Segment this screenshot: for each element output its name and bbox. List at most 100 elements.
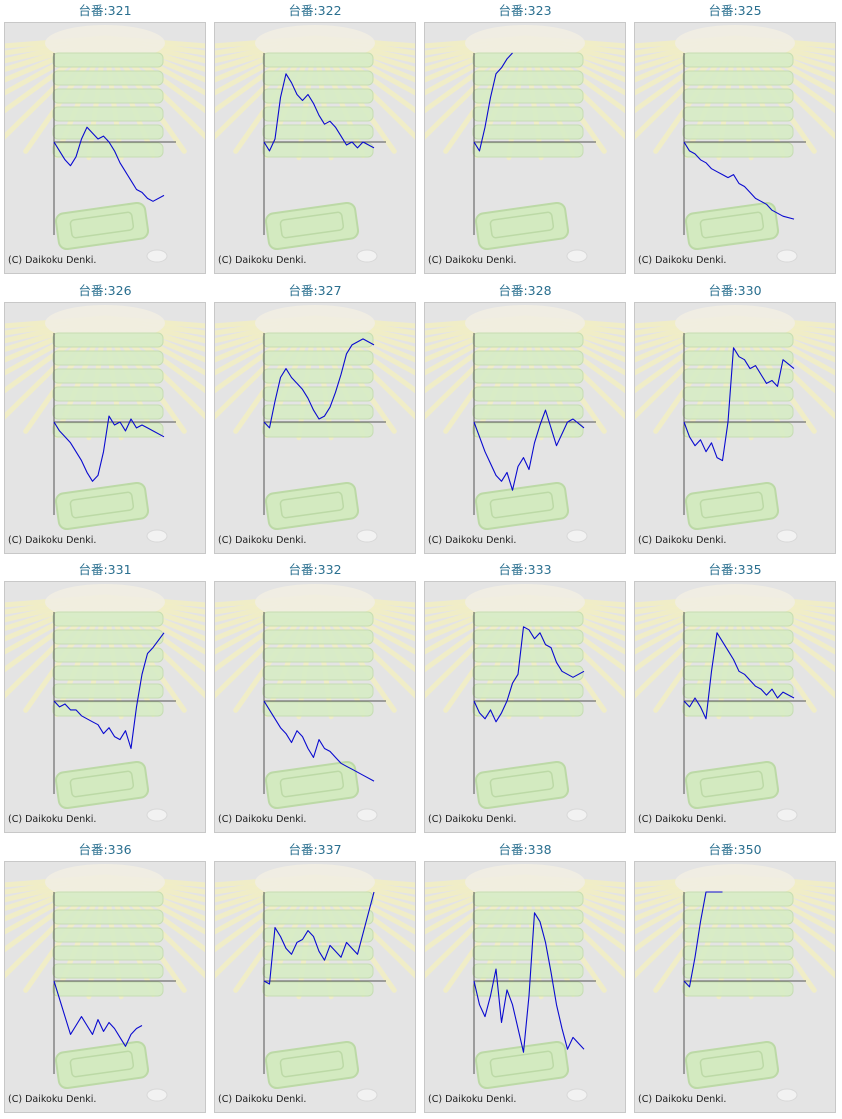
slump-graph (425, 305, 625, 543)
machine-cell: 台番:337 (C) Daikoku Denki. (210, 839, 420, 1119)
machine-cell: 台番:322 (C) Daikoku Denki. (210, 0, 420, 280)
machine-cell: 台番:323 (C) Daikoku Denki. (420, 0, 630, 280)
background-art (215, 864, 415, 1102)
payout-line (263, 73, 375, 152)
machine-cell: 台番:325 (C) Daikoku Denki. (630, 0, 840, 280)
slump-graph (5, 25, 205, 263)
payout-line (683, 347, 795, 462)
slump-graph (215, 305, 415, 543)
machine-title[interactable]: 台番:337 (288, 842, 342, 857)
background-art (635, 25, 835, 263)
machine-cell: 台番:321 (C) Daikoku Denki. (0, 0, 210, 280)
graph-panel: (C) Daikoku Denki. (634, 302, 836, 554)
payout-line (263, 338, 375, 429)
slump-graph (635, 305, 835, 543)
payout-line (683, 632, 795, 720)
background-art (425, 25, 625, 263)
machine-cell: 台番:332 (C) Daikoku Denki. (210, 559, 420, 839)
copyright-text: (C) Daikoku Denki. (638, 255, 727, 266)
background-art (425, 864, 625, 1102)
copyright-text: (C) Daikoku Denki. (428, 535, 517, 546)
graph-panel: (C) Daikoku Denki. (214, 302, 416, 554)
payout-line (53, 415, 165, 482)
copyright-text: (C) Daikoku Denki. (218, 814, 307, 825)
copyright-text: (C) Daikoku Denki. (218, 535, 307, 546)
machine-cell: 台番:331 (C) Daikoku Denki. (0, 559, 210, 839)
payout-line (53, 980, 143, 1047)
payout-line (263, 891, 375, 985)
graph-panel: (C) Daikoku Denki. (214, 22, 416, 274)
machine-title[interactable]: 台番:328 (498, 283, 552, 298)
copyright-text: (C) Daikoku Denki. (428, 814, 517, 825)
payout-line (473, 912, 585, 1053)
payout-line (683, 141, 795, 220)
copyright-text: (C) Daikoku Denki. (638, 814, 727, 825)
slump-graph (635, 864, 835, 1102)
machine-cell: 台番:335 (C) Daikoku Denki. (630, 559, 840, 839)
slump-graph (215, 584, 415, 822)
machine-title[interactable]: 台番:335 (708, 562, 762, 577)
machine-title[interactable]: 台番:338 (498, 842, 552, 857)
machine-cell: 台番:326 (C) Daikoku Denki. (0, 280, 210, 560)
copyright-text: (C) Daikoku Denki. (218, 1094, 307, 1105)
background-art (5, 25, 205, 263)
slump-graph (5, 305, 205, 543)
machine-cell: 台番:350 (C) Daikoku Denki. (630, 839, 840, 1119)
payout-line (53, 632, 165, 750)
graph-panel: (C) Daikoku Denki. (424, 581, 626, 833)
slump-graph (425, 25, 625, 263)
copyright-text: (C) Daikoku Denki. (428, 255, 517, 266)
payout-line (473, 409, 585, 491)
background-art (215, 305, 415, 543)
graph-panel: (C) Daikoku Denki. (424, 302, 626, 554)
payout-line (473, 626, 585, 723)
machine-title[interactable]: 台番:332 (288, 562, 342, 577)
slump-graph (425, 864, 625, 1102)
graph-panel: (C) Daikoku Denki. (424, 22, 626, 274)
graph-panel: (C) Daikoku Denki. (634, 22, 836, 274)
background-art (5, 584, 205, 822)
background-art (635, 305, 835, 543)
copyright-text: (C) Daikoku Denki. (638, 1094, 727, 1105)
machine-title[interactable]: 台番:325 (708, 3, 762, 18)
copyright-text: (C) Daikoku Denki. (218, 255, 307, 266)
background-art (425, 305, 625, 543)
slump-graph (635, 584, 835, 822)
background-art (215, 25, 415, 263)
payout-line (263, 700, 375, 782)
machine-title[interactable]: 台番:323 (498, 3, 552, 18)
copyright-text: (C) Daikoku Denki. (8, 1094, 97, 1105)
copyright-text: (C) Daikoku Denki. (8, 255, 97, 266)
machine-title[interactable]: 台番:322 (288, 3, 342, 18)
machine-cell: 台番:327 (C) Daikoku Denki. (210, 280, 420, 560)
graph-panel: (C) Daikoku Denki. (214, 861, 416, 1113)
slump-graph (5, 584, 205, 822)
slump-graph (635, 25, 835, 263)
graph-panel: (C) Daikoku Denki. (4, 22, 206, 274)
machine-title[interactable]: 台番:331 (78, 562, 132, 577)
machine-title[interactable]: 台番:350 (708, 842, 762, 857)
machine-title[interactable]: 台番:330 (708, 283, 762, 298)
payout-line (53, 126, 165, 202)
payout-line (473, 52, 513, 152)
graph-panel: (C) Daikoku Denki. (214, 581, 416, 833)
payout-line (683, 891, 723, 988)
machine-cell: 台番:330 (C) Daikoku Denki. (630, 280, 840, 560)
copyright-text: (C) Daikoku Denki. (638, 535, 727, 546)
slump-graph (215, 864, 415, 1102)
background-art (215, 584, 415, 822)
graph-panel: (C) Daikoku Denki. (4, 861, 206, 1113)
machine-title[interactable]: 台番:321 (78, 3, 132, 18)
machine-cell: 台番:328 (C) Daikoku Denki. (420, 280, 630, 560)
machine-title[interactable]: 台番:333 (498, 562, 552, 577)
machine-cell: 台番:336 (C) Daikoku Denki. (0, 839, 210, 1119)
copyright-text: (C) Daikoku Denki. (8, 814, 97, 825)
machine-title[interactable]: 台番:327 (288, 283, 342, 298)
copyright-text: (C) Daikoku Denki. (8, 535, 97, 546)
background-art (5, 864, 205, 1102)
background-art (5, 305, 205, 543)
machine-title[interactable]: 台番:336 (78, 842, 132, 857)
machine-title[interactable]: 台番:326 (78, 283, 132, 298)
slump-graph (215, 25, 415, 263)
